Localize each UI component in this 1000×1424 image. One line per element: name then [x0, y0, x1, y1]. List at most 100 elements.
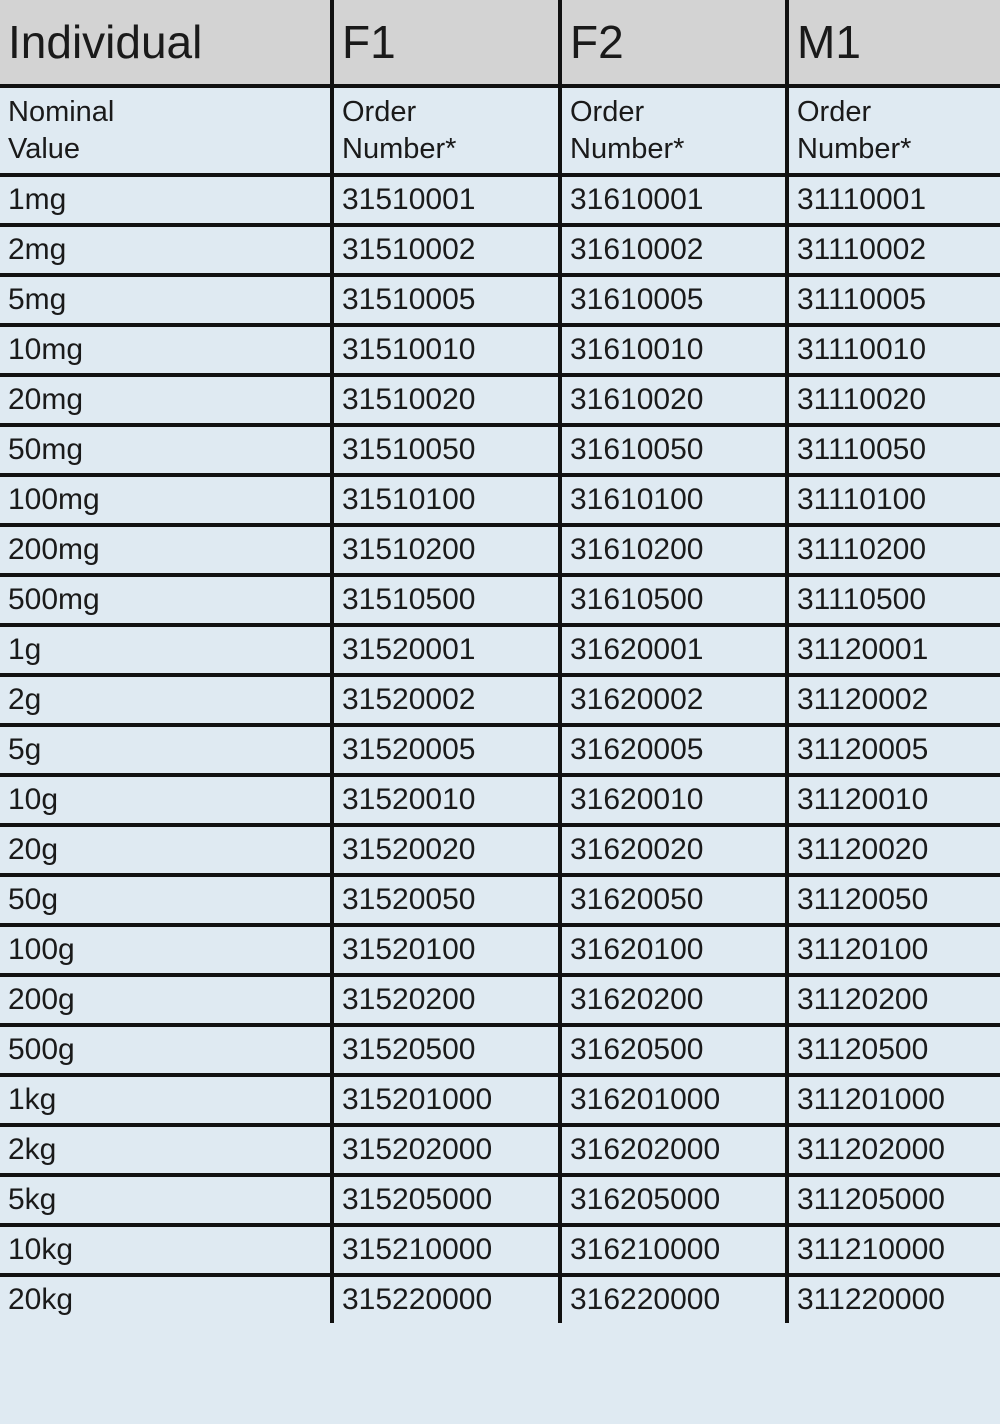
f2-order-number-cell: 316205000	[558, 1173, 789, 1227]
nominal-value-cell: 1g	[0, 623, 334, 677]
m1-order-number-cell: 31110100	[785, 473, 1000, 527]
table-row: 20g 31520020 31620020 31120020	[0, 823, 1000, 877]
subheader-row: Nominal Value Order Number* Order Number…	[0, 84, 1000, 177]
m1-order-number-cell: 31110005	[785, 273, 1000, 327]
nominal-value-cell: 20kg	[0, 1273, 334, 1323]
f1-order-number-cell: 31520005	[330, 723, 562, 777]
f1-order-number-cell: 315202000	[330, 1123, 562, 1177]
table-row: 2mg 31510002 31610002 31110002	[0, 223, 1000, 277]
f2-order-number-cell: 31620500	[558, 1023, 789, 1077]
table-row: 2g 31520002 31620002 31120002	[0, 673, 1000, 727]
subheader-nominal-value: Nominal Value	[0, 84, 334, 177]
m1-order-number-cell: 31120010	[785, 773, 1000, 827]
m1-order-number-cell: 31120020	[785, 823, 1000, 877]
m1-order-number-cell: 311201000	[785, 1073, 1000, 1127]
m1-order-number-cell: 31120100	[785, 923, 1000, 977]
f2-order-number-cell: 31610005	[558, 273, 789, 327]
subheader-order-number: Order Number*	[330, 84, 562, 177]
m1-order-number-cell: 31110050	[785, 423, 1000, 477]
m1-order-number-cell: 31110010	[785, 323, 1000, 377]
f1-order-number-cell: 315220000	[330, 1273, 562, 1323]
nominal-value-cell: 1mg	[0, 173, 334, 227]
f2-order-number-cell: 31620050	[558, 873, 789, 927]
subheader-order-number: Order Number*	[785, 84, 1000, 177]
nominal-value-cell: 5g	[0, 723, 334, 777]
table-row: 200g 31520200 31620200 31120200	[0, 973, 1000, 1027]
m1-order-number-cell: 31110001	[785, 173, 1000, 227]
f2-order-number-cell: 31620001	[558, 623, 789, 677]
f1-order-number-cell: 31520020	[330, 823, 562, 877]
f2-order-number-cell: 316201000	[558, 1073, 789, 1127]
f2-order-number-cell: 316210000	[558, 1223, 789, 1277]
f1-order-number-cell: 31510010	[330, 323, 562, 377]
nominal-value-cell: 200mg	[0, 523, 334, 577]
m1-order-number-cell: 311202000	[785, 1123, 1000, 1177]
table-row: 2kg 315202000 316202000 311202000	[0, 1123, 1000, 1177]
table-row: 1g 31520001 31620001 31120001	[0, 623, 1000, 677]
m1-order-number-cell: 31110002	[785, 223, 1000, 277]
table-row: 100g 31520100 31620100 31120100	[0, 923, 1000, 977]
m1-order-number-cell: 311205000	[785, 1173, 1000, 1227]
m1-order-number-cell: 31110200	[785, 523, 1000, 577]
table-row: 10mg 31510010 31610010 31110010	[0, 323, 1000, 377]
header-f2: F2	[558, 0, 789, 88]
f1-order-number-cell: 31510001	[330, 173, 562, 227]
m1-order-number-cell: 311210000	[785, 1223, 1000, 1277]
nominal-value-cell: 20g	[0, 823, 334, 877]
f2-order-number-cell: 31620010	[558, 773, 789, 827]
f1-order-number-cell: 31510200	[330, 523, 562, 577]
table-row: 20mg 31510020 31610020 31110020	[0, 373, 1000, 427]
f1-order-number-cell: 31510050	[330, 423, 562, 477]
f1-order-number-cell: 31510500	[330, 573, 562, 627]
f2-order-number-cell: 31610001	[558, 173, 789, 227]
subheader-order-number: Order Number*	[558, 84, 789, 177]
header-f1: F1	[330, 0, 562, 88]
m1-order-number-cell: 31110500	[785, 573, 1000, 627]
m1-order-number-cell: 311220000	[785, 1273, 1000, 1323]
f2-order-number-cell: 31610500	[558, 573, 789, 627]
nominal-value-cell: 5kg	[0, 1173, 334, 1227]
f1-order-number-cell: 31520010	[330, 773, 562, 827]
nominal-value-cell: 5mg	[0, 273, 334, 327]
table-row: 10kg 315210000 316210000 311210000	[0, 1223, 1000, 1277]
f1-order-number-cell: 31520002	[330, 673, 562, 727]
table-row: 500mg 31510500 31610500 31110500	[0, 573, 1000, 627]
f2-order-number-cell: 31610020	[558, 373, 789, 427]
order-number-table: Individual F1 F2 M1 Nominal Value Order …	[0, 0, 1000, 1323]
f1-order-number-cell: 31520050	[330, 873, 562, 927]
nominal-value-cell: 2mg	[0, 223, 334, 277]
m1-order-number-cell: 31120005	[785, 723, 1000, 777]
f2-order-number-cell: 31620200	[558, 973, 789, 1027]
table-row: 1kg 315201000 316201000 311201000	[0, 1073, 1000, 1127]
f1-order-number-cell: 31520500	[330, 1023, 562, 1077]
f2-order-number-cell: 31620020	[558, 823, 789, 877]
f1-order-number-cell: 31510100	[330, 473, 562, 527]
m1-order-number-cell: 31120050	[785, 873, 1000, 927]
nominal-value-cell: 50mg	[0, 423, 334, 477]
table-row: 500g 31520500 31620500 31120500	[0, 1023, 1000, 1077]
table-row: 10g 31520010 31620010 31120010	[0, 773, 1000, 827]
header-individual: Individual	[0, 0, 334, 88]
f1-order-number-cell: 31520001	[330, 623, 562, 677]
table-row: 5kg 315205000 316205000 311205000	[0, 1173, 1000, 1227]
f1-order-number-cell: 315205000	[330, 1173, 562, 1227]
f1-order-number-cell: 315201000	[330, 1073, 562, 1127]
table-row: 5g 31520005 31620005 31120005	[0, 723, 1000, 777]
nominal-value-cell: 1kg	[0, 1073, 334, 1127]
f1-order-number-cell: 31520100	[330, 923, 562, 977]
f2-order-number-cell: 31620005	[558, 723, 789, 777]
f2-order-number-cell: 31610100	[558, 473, 789, 527]
nominal-value-cell: 200g	[0, 973, 334, 1027]
f2-order-number-cell: 31610050	[558, 423, 789, 477]
nominal-value-cell: 20mg	[0, 373, 334, 427]
f1-order-number-cell: 31510005	[330, 273, 562, 327]
f1-order-number-cell: 31520200	[330, 973, 562, 1027]
f2-order-number-cell: 31610010	[558, 323, 789, 377]
table-row: 50mg 31510050 31610050 31110050	[0, 423, 1000, 477]
header-row: Individual F1 F2 M1	[0, 0, 1000, 88]
table-row: 100mg 31510100 31610100 31110100	[0, 473, 1000, 527]
m1-order-number-cell: 31120200	[785, 973, 1000, 1027]
f2-order-number-cell: 31610002	[558, 223, 789, 277]
table-row: 50g 31520050 31620050 31120050	[0, 873, 1000, 927]
f1-order-number-cell: 31510020	[330, 373, 562, 427]
